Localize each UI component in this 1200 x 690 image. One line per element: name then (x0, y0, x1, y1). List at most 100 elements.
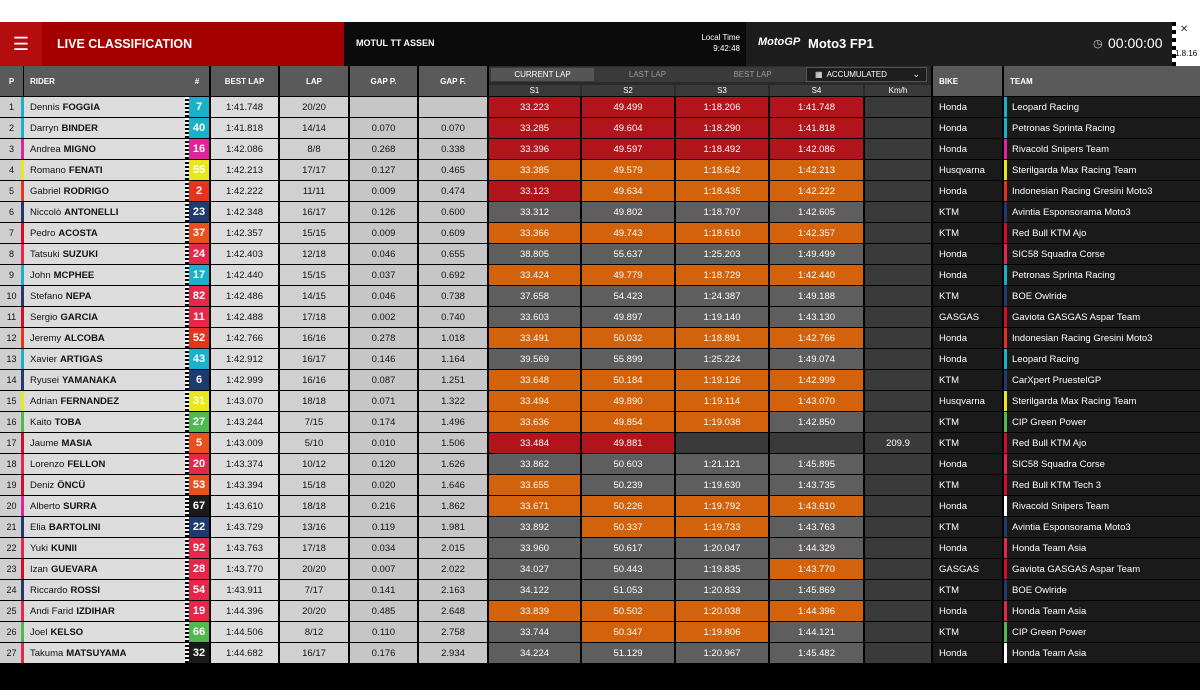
best-lap: 1:42.213 (211, 160, 278, 180)
gap-previous: 0.046 (350, 286, 417, 306)
rider-name[interactable]: Izan GUEVARA (24, 559, 185, 579)
sector-1-time: 33.396 (489, 139, 580, 159)
table-row[interactable]: 9 John MCPHEE 17 1:42.440 15/15 0.037 0.692 33.4… (0, 265, 1200, 286)
sector-4-time: 1:42.766 (770, 328, 863, 348)
tab-current-lap[interactable]: CURRENT LAP (491, 68, 594, 81)
table-row[interactable]: 13 Xavier ARTIGAS 43 1:42.912 16/17 0.146 1.164… (0, 349, 1200, 370)
table-row[interactable]: 7 Pedro ACOSTA 37 1:42.357 15/15 0.009 0.609 33.… (0, 223, 1200, 244)
table-row[interactable]: 23 Izan GUEVARA 28 1:43.770 20/20 0.007 2.022 34… (0, 559, 1200, 580)
rider-name[interactable]: Andi Farid IZDIHAR (24, 601, 185, 621)
table-row[interactable]: 15 Adrian FERNANDEZ 31 1:43.070 18/18 0.071 1.3… (0, 391, 1200, 412)
rider-last-name: TOBA (54, 416, 82, 428)
bike-make: Honda (933, 139, 1002, 159)
table-row[interactable]: 11 Sergio GARCIA 11 1:42.488 17/18 0.002 0.740 3… (0, 307, 1200, 328)
team-color-bar (1004, 139, 1007, 159)
table-row[interactable]: 21 Elia BARTOLINI 22 1:43.729 13/16 0.119 1.981… (0, 517, 1200, 538)
position-color-bar (21, 643, 24, 663)
rider-first-name: Deniz (30, 479, 55, 491)
rider-name[interactable]: Jaume MASIA (24, 433, 185, 453)
rider-name[interactable]: Adrian FERNANDEZ (24, 391, 185, 411)
rider-name[interactable]: Pedro ACOSTA (24, 223, 185, 243)
speed-kmh (865, 370, 931, 390)
gap-first: 2.934 (419, 643, 487, 663)
rider-name[interactable]: Alberto SURRA (24, 496, 185, 516)
page-title-text: LIVE CLASSIFICATION (57, 37, 193, 51)
rider-name[interactable]: Andrea MIGNO (24, 139, 185, 159)
chevron-down-icon: ⌄ (912, 69, 920, 79)
table-row[interactable]: 4 Romano FENATI 55 1:42.213 17/17 0.127 0.465 33… (0, 160, 1200, 181)
position-color-bar (21, 412, 24, 432)
rider-name[interactable]: Sergio GARCIA (24, 307, 185, 327)
rider-number: 92 (189, 538, 209, 558)
table-row[interactable]: 26 Joel KELSO 66 1:44.506 8/12 0.110 2.758 33.74… (0, 622, 1200, 643)
table-row[interactable]: 6 Niccolò ANTONELLI 23 1:42.348 16/17 0.126 0.6… (0, 202, 1200, 223)
rider-name[interactable]: Yuki KUNII (24, 538, 185, 558)
rider-number: 67 (189, 496, 209, 516)
table-row[interactable]: 1 Dennis FOGGIA 7 1:41.748 20/20 33.223 49.499 1… (0, 97, 1200, 118)
table-row[interactable]: 10 Stefano NEPA 82 1:42.486 14/15 0.046 0.738 37… (0, 286, 1200, 307)
rider-name[interactable]: Kaito TOBA (24, 412, 185, 432)
tab-last-lap[interactable]: LAST LAP (628, 70, 667, 79)
best-lap: 1:42.486 (211, 286, 278, 306)
rider-name[interactable]: Riccardo ROSSI (24, 580, 185, 600)
sector-3-time: 1:18.206 (676, 97, 768, 117)
best-lap: 1:43.070 (211, 391, 278, 411)
bike-make: Husqvarna (933, 391, 1002, 411)
menu-icon[interactable]: ☰ (0, 22, 42, 66)
sector-4-time: 1:44.396 (770, 601, 863, 621)
bike-make: KTM (933, 622, 1002, 642)
speed-kmh (865, 349, 931, 369)
rider-name[interactable]: Jeremy ALCOBA (24, 328, 185, 348)
table-row[interactable]: 12 Jeremy ALCOBA 52 1:42.766 16/16 0.278 1.018 3… (0, 328, 1200, 349)
table-row[interactable]: 3 Andrea MIGNO 16 1:42.086 8/8 0.268 0.338 33.39… (0, 139, 1200, 160)
rider-name[interactable]: Takuma MATSUYAMA (24, 643, 185, 663)
rider-name[interactable]: Stefano NEPA (24, 286, 185, 306)
rider-name[interactable]: Niccolò ANTONELLI (24, 202, 185, 222)
sector-4-time: 1:45.482 (770, 643, 863, 663)
table-row[interactable]: 17 Jaume MASIA 5 1:43.009 5/10 0.010 1.506 33.48… (0, 433, 1200, 454)
rider-name[interactable]: Elia BARTOLINI (24, 517, 185, 537)
sector-4-time: 1:43.070 (770, 391, 863, 411)
rider-name[interactable]: Gabriel RODRIGO (24, 181, 185, 201)
table-row[interactable]: 18 Lorenzo FELLON 20 1:43.374 10/12 0.120 1.626… (0, 454, 1200, 475)
table-row[interactable]: 14 Ryusei YAMANAKA 6 1:42.999 16/16 0.087 1.251… (0, 370, 1200, 391)
rider-name[interactable]: Xavier ARTIGAS (24, 349, 185, 369)
table-row[interactable]: 5 Gabriel RODRIGO 2 1:42.222 11/11 0.009 0.474 3… (0, 181, 1200, 202)
table-row[interactable]: 20 Alberto SURRA 67 1:43.610 18/18 0.216 1.862 3… (0, 496, 1200, 517)
speed-kmh (865, 412, 931, 432)
checkered-strip (185, 412, 189, 432)
position: 10 (0, 286, 23, 306)
sector-2-time: 49.604 (582, 118, 674, 138)
rider-name[interactable]: Tatsuki SUZUKI (24, 244, 185, 264)
table-row[interactable]: 24 Riccardo ROSSI 54 1:43.911 7/17 0.141 2.163 3… (0, 580, 1200, 601)
sector-1-time: 33.312 (489, 202, 580, 222)
tab-best-lap[interactable]: BEST LAP (733, 70, 772, 79)
checkered-flag-icon[interactable]: ✕ 1.8.16 (1172, 22, 1200, 66)
rider-name[interactable]: Joel KELSO (24, 622, 185, 642)
rider-name[interactable]: Romano FENATI (24, 160, 185, 180)
expand-icon[interactable]: ✕ (1180, 24, 1189, 35)
rider-name[interactable]: Ryusei YAMANAKA (24, 370, 185, 390)
team-name: CIP Green Power (1004, 412, 1200, 432)
sector-4-time: 1:45.869 (770, 580, 863, 600)
table-row[interactable]: 19 Deniz ÖNCÜ 53 1:43.394 15/18 0.020 1.646 33.6… (0, 475, 1200, 496)
rider-name[interactable]: Darryn BINDER (24, 118, 185, 138)
table-row[interactable]: 2 Darryn BINDER 40 1:41.818 14/14 0.070 0.070 33… (0, 118, 1200, 139)
local-time: Local Time 9:42:48 (680, 32, 740, 54)
position: 19 (0, 475, 23, 495)
team-color-bar (1004, 286, 1007, 306)
rider-name[interactable]: Lorenzo FELLON (24, 454, 185, 474)
table-row[interactable]: 8 Tatsuki SUZUKI 24 1:42.403 12/18 0.046 0.655 3… (0, 244, 1200, 265)
rider-name[interactable]: Deniz ÖNCÜ (24, 475, 185, 495)
gap-previous: 0.120 (350, 454, 417, 474)
table-row[interactable]: 25 Andi Farid IZDIHAR 19 1:44.396 20/20 0.485 2… (0, 601, 1200, 622)
rider-name[interactable]: Dennis FOGGIA (24, 97, 185, 117)
table-row[interactable]: 22 Yuki KUNII 92 1:43.763 17/18 0.034 2.015 33.9… (0, 538, 1200, 559)
table-row[interactable]: 16 Kaito TOBA 27 1:43.244 7/15 0.174 1.496 33.63… (0, 412, 1200, 433)
rider-name[interactable]: John MCPHEE (24, 265, 185, 285)
best-lap: 1:44.396 (211, 601, 278, 621)
accumulated-select[interactable]: ▦ ACCUMULATED ⌄ (806, 67, 927, 82)
table-row[interactable]: 27 Takuma MATSUYAMA 32 1:44.682 16/17 0.176 2.9… (0, 643, 1200, 664)
col-s1: S1 (489, 85, 580, 96)
sector-2-time: 50.617 (582, 538, 674, 558)
